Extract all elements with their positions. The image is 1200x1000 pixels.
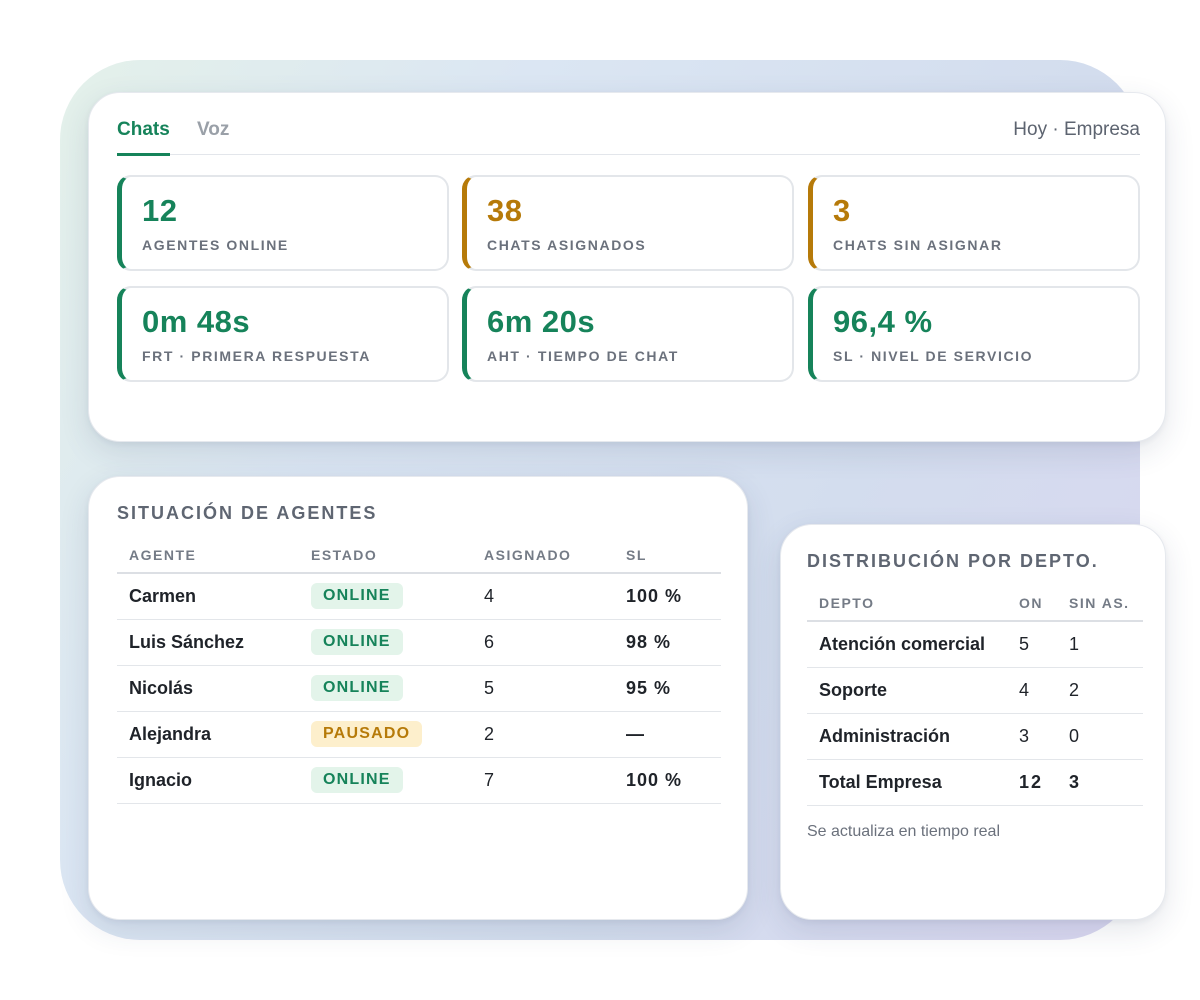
department-name: Soporte (807, 667, 1007, 714)
kpi-agents-online: 12 AGENTES ONLINE (117, 175, 449, 271)
kpi-label: FRT · PRIMERA RESPUESTA (142, 348, 371, 364)
tab-bar: Chats Voz Hoy · Empresa (117, 119, 1140, 156)
service-level: 100 % (614, 573, 721, 620)
service-level: 98 % (614, 619, 721, 666)
assigned-count: 5 (472, 665, 614, 712)
unassigned-count: 0 (1057, 713, 1143, 760)
column-header[interactable]: AGENTE (117, 537, 299, 574)
agent-name: Carmen (117, 573, 299, 620)
column-header[interactable]: ASIGNADO (472, 537, 614, 574)
scope-selector[interactable]: Hoy · Empresa (1013, 119, 1140, 140)
online-count: 4 (1007, 667, 1057, 714)
column-header[interactable]: ON (1007, 585, 1057, 622)
department-table: DEPTO ON SIN AS. Atención comercial 5 1 … (807, 585, 1143, 806)
kpi-label: CHATS ASIGNADOS (487, 237, 647, 253)
kpi-card: Chats Voz Hoy · Empresa 12 AGENTES ONLIN… (88, 92, 1166, 442)
kpi-value: 96,4 % (833, 304, 933, 339)
table-row[interactable]: Administración 3 0 (807, 713, 1143, 760)
service-level: 100 % (614, 757, 721, 804)
status-badge: ONLINE (311, 583, 403, 610)
column-header[interactable]: DEPTO (807, 585, 1007, 622)
table-row[interactable]: Ignacio ONLINE 7 100 % (117, 757, 721, 804)
kpi-label: AHT · TIEMPO DE CHAT (487, 348, 679, 364)
table-header-row: AGENTE ESTADO ASIGNADO SL (117, 537, 721, 574)
unassigned-count: 1 (1057, 621, 1143, 668)
table-header-row: DEPTO ON SIN AS. (807, 585, 1143, 622)
agent-name: Luis Sánchez (117, 619, 299, 666)
department-card: DISTRIBUCIÓN POR DEPTO. DEPTO ON SIN AS.… (780, 524, 1166, 920)
tab-voz[interactable]: Voz (197, 119, 230, 140)
kpi-value: 38 (487, 193, 523, 228)
department-name: Administración (807, 713, 1007, 760)
table-row[interactable]: Nicolás ONLINE 5 95 % (117, 665, 721, 712)
kpi-aht: 6m 20s AHT · TIEMPO DE CHAT (462, 286, 794, 382)
agent-name: Alejandra (117, 711, 299, 758)
agent-name: Ignacio (117, 757, 299, 804)
table-row[interactable]: Atención comercial 5 1 (807, 621, 1143, 668)
kpi-frt: 0m 48s FRT · PRIMERA RESPUESTA (117, 286, 449, 382)
kpi-label: AGENTES ONLINE (142, 237, 289, 253)
kpi-value: 3 (833, 193, 851, 228)
total-label: Total Empresa (807, 759, 1007, 806)
assigned-count: 6 (472, 619, 614, 666)
kpi-value: 0m 48s (142, 304, 251, 339)
total-row: Total Empresa 12 3 (807, 759, 1143, 806)
status-badge: ONLINE (311, 767, 403, 793)
kpi-value: 12 (142, 193, 178, 228)
assigned-count: 7 (472, 757, 614, 804)
assigned-count: 2 (472, 711, 614, 758)
agents-card: SITUACIÓN DE AGENTES AGENTE ESTADO ASIGN… (88, 476, 748, 920)
kpi-chats-assigned: 38 CHATS ASIGNADOS (462, 175, 794, 271)
assigned-count: 4 (472, 573, 614, 620)
table-row[interactable]: Carmen ONLINE 4 100 % (117, 573, 721, 620)
unassigned-count: 2 (1057, 667, 1143, 714)
kpi-label: SL · NIVEL DE SERVICIO (833, 348, 1034, 364)
kpi-label: CHATS SIN ASIGNAR (833, 237, 1003, 253)
kpi-service-level: 96,4 % SL · NIVEL DE SERVICIO (808, 286, 1140, 382)
column-header[interactable]: SL (614, 537, 721, 574)
agent-name: Nicolás (117, 665, 299, 712)
column-header[interactable]: ESTADO (299, 537, 472, 574)
online-count: 5 (1007, 621, 1057, 668)
department-title: DISTRIBUCIÓN POR DEPTO. (807, 551, 1099, 571)
online-count: 3 (1007, 713, 1057, 760)
status-badge: PAUSADO (311, 721, 423, 747)
agents-table: AGENTE ESTADO ASIGNADO SL Carmen ONLINE … (117, 537, 721, 804)
tab-chats[interactable]: Chats (117, 119, 170, 156)
department-name: Atención comercial (807, 621, 1007, 668)
agents-title: SITUACIÓN DE AGENTES (117, 503, 378, 523)
kpi-chats-unassigned: 3 CHATS SIN ASIGNAR (808, 175, 1140, 271)
service-level: 95 % (614, 665, 721, 712)
kpi-value: 6m 20s (487, 304, 596, 339)
total-online: 12 (1007, 759, 1057, 806)
service-level: — (614, 711, 721, 758)
column-header[interactable]: SIN AS. (1057, 585, 1143, 622)
total-unassigned: 3 (1057, 759, 1143, 806)
table-row[interactable]: Alejandra PAUSADO 2 — (117, 711, 721, 758)
table-row[interactable]: Luis Sánchez ONLINE 6 98 % (117, 619, 721, 666)
table-row[interactable]: Soporte 4 2 (807, 667, 1143, 714)
status-badge: ONLINE (311, 629, 403, 655)
status-badge: ONLINE (311, 675, 403, 701)
update-footnote: Se actualiza en tiempo real (807, 823, 1000, 840)
